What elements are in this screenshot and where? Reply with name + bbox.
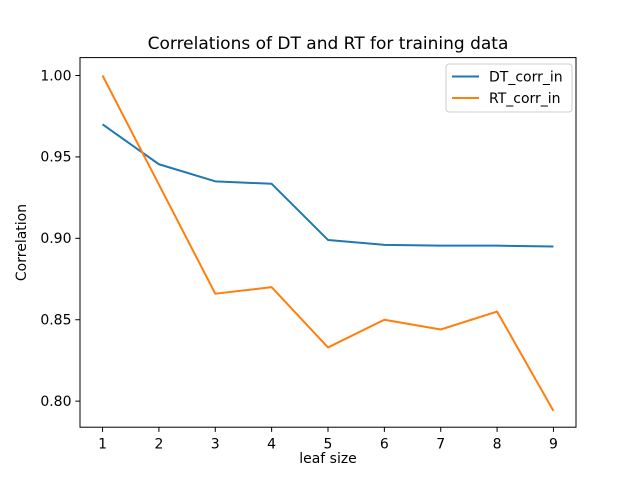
- chart-title: Correlations of DT and RT for training d…: [148, 34, 509, 54]
- x-tick-label: 6: [380, 437, 389, 453]
- x-tick-label: 5: [324, 437, 333, 453]
- y-tick-label: 1.00: [40, 68, 71, 84]
- x-tick-label: 1: [98, 437, 107, 453]
- x-tick-label: 4: [267, 437, 276, 453]
- legend: DT_corr_in RT_corr_in: [445, 63, 573, 113]
- x-tick-label: 8: [493, 437, 502, 453]
- x-tick-label: 2: [154, 437, 163, 453]
- legend-label-RT_corr_in: RT_corr_in: [489, 91, 561, 107]
- series-line-RT_corr_in: [101, 75, 555, 412]
- x-tick-label: 3: [211, 437, 220, 453]
- legend-label-DT_corr_in: DT_corr_in: [489, 70, 563, 86]
- x-tick-label: 9: [549, 437, 558, 453]
- y-tick-label: 0.90: [40, 231, 71, 247]
- plot-area: [79, 57, 577, 428]
- y-tick-label: 0.85: [40, 313, 71, 329]
- y-axis-label: Correlation: [14, 204, 30, 281]
- y-tick-label: 0.95: [40, 150, 71, 166]
- x-axis-label: leaf size: [299, 451, 357, 467]
- series-line-DT_corr_in: [101, 123, 554, 248]
- x-tick-label: 7: [436, 437, 445, 453]
- plot-layer: 1 2 3 4 5 6 7 8 9 0.80 0.85 0.90 0.95 1.00 DT_corr_in R…: [40, 57, 577, 453]
- legend-entry: RT_corr_in: [452, 91, 561, 107]
- y-tick-label: 0.80: [40, 394, 71, 410]
- legend-entry: DT_corr_in: [452, 70, 563, 86]
